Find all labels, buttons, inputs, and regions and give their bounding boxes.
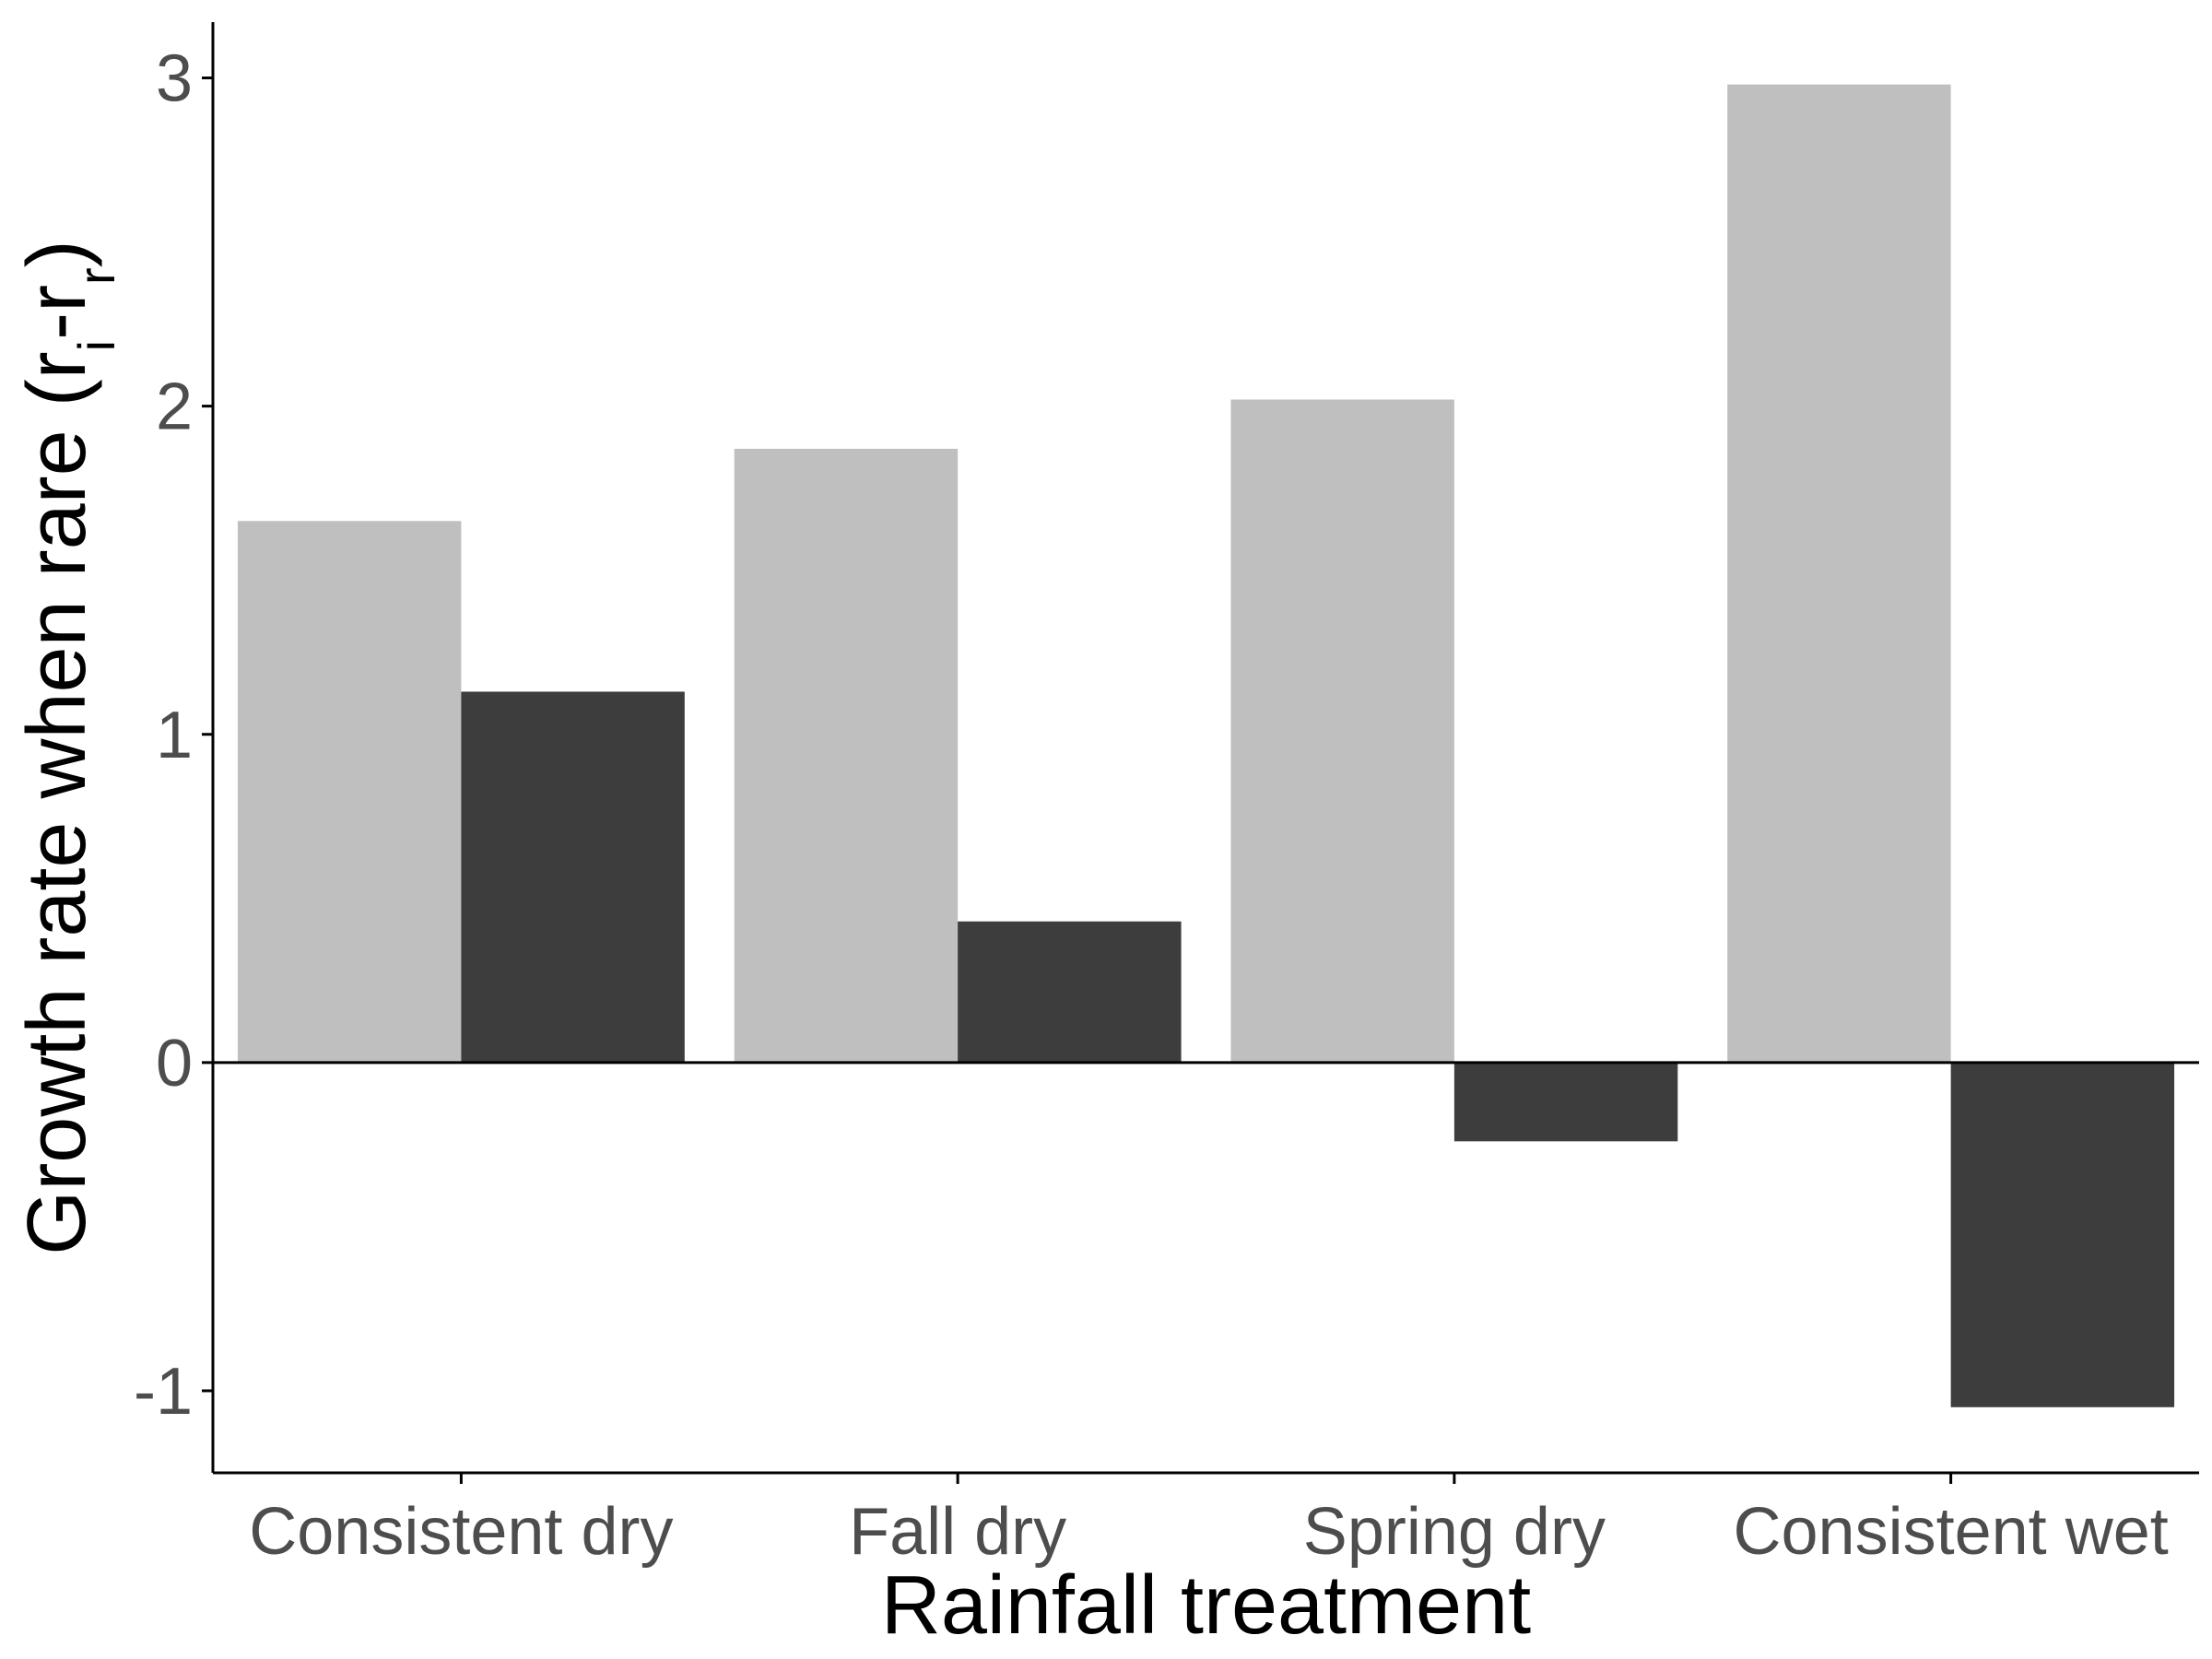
bar-1-1 bbox=[237, 521, 462, 1063]
bar-1-2 bbox=[734, 448, 959, 1063]
y-axis-title-main: Growth rate when rare (r bbox=[11, 351, 103, 1254]
y-axis-title-mid: -r bbox=[11, 285, 103, 340]
bar-2-3 bbox=[1453, 1062, 1678, 1142]
y-axis-title: Growth rate when rare (ri-rr) bbox=[11, 240, 125, 1254]
bar-2-1 bbox=[461, 691, 685, 1063]
y-tick-label: 3 bbox=[156, 42, 193, 116]
y-axis-title-sub-i: i bbox=[67, 340, 125, 351]
y-tick-label: 1 bbox=[156, 699, 193, 772]
x-axis-title: Rainfall treatment bbox=[881, 1559, 1531, 1652]
x-tick-label: Consistent wet bbox=[1734, 1495, 2169, 1569]
bar-2-2 bbox=[958, 921, 1182, 1063]
y-tick-label: 0 bbox=[156, 1027, 193, 1100]
y-ticks-group: -1 0 1 2 3 bbox=[134, 42, 213, 1429]
bar-1-3 bbox=[1230, 399, 1454, 1063]
y-axis-title-end: ) bbox=[11, 240, 103, 267]
y-tick-label: 2 bbox=[156, 371, 193, 444]
bars-group bbox=[237, 84, 2175, 1407]
bar-2-4 bbox=[1950, 1062, 2175, 1407]
bar-1-4 bbox=[1727, 84, 1951, 1063]
y-axis-title-sub-r: r bbox=[67, 267, 125, 285]
x-tick-label: Fall dry bbox=[849, 1495, 1066, 1569]
y-tick-label: -1 bbox=[134, 1355, 193, 1429]
x-tick-label: Spring dry bbox=[1303, 1495, 1606, 1569]
x-ticks-group: Consistent dry Fall dry Spring dry Consiste… bbox=[249, 1473, 2169, 1569]
x-tick-label: Consistent dry bbox=[249, 1495, 673, 1569]
